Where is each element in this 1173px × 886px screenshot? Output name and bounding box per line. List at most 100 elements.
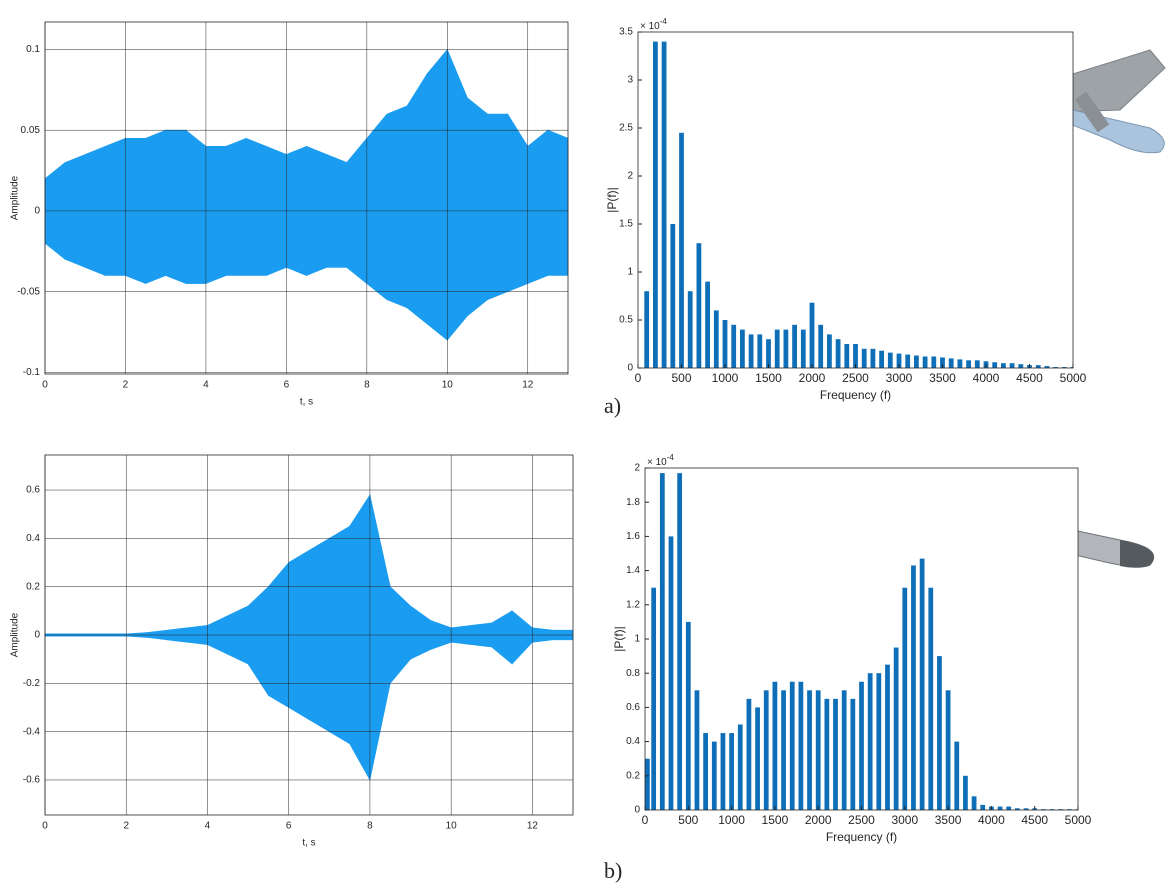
y-tick-label: -0.6 — [23, 775, 41, 786]
axes-box — [644, 467, 1079, 811]
y-tick-label: 0.6 — [626, 702, 640, 713]
y-axis-label: |P(f)| — [612, 626, 626, 652]
spectrum-bar — [705, 281, 710, 368]
y-tick-label: 3.5 — [619, 27, 633, 38]
spectrum-bar — [772, 681, 778, 810]
x-tick-label: 2 — [123, 821, 129, 832]
axes-box — [44, 21, 569, 375]
spectrum-bar — [713, 310, 719, 368]
x-tick-label: 500 — [678, 813, 698, 827]
spectrum-bar — [971, 796, 977, 810]
y-tick-label: 2 — [634, 463, 640, 474]
spectrum-bar — [809, 302, 815, 368]
spectrum-bar — [948, 358, 954, 368]
spectrum-bar — [853, 344, 858, 368]
spectrum-bar — [687, 291, 693, 368]
y-scale-exponent: -4 — [667, 453, 675, 462]
data-layer — [644, 41, 1073, 368]
spectrum-bar — [1006, 806, 1012, 810]
spectrum-bar — [703, 733, 709, 810]
y-tick-label: 0.6 — [26, 485, 40, 496]
spectrum-bar — [731, 324, 737, 368]
x-tick-label: 6 — [286, 821, 292, 832]
waveform-segment — [547, 129, 569, 276]
y-tick-label: 1.5 — [619, 219, 633, 230]
spectrum-bar — [893, 647, 899, 810]
spectrum-bar — [659, 473, 665, 810]
spectrum-bar — [957, 359, 963, 368]
spectrum-bar — [722, 320, 728, 368]
spectrum-bar — [757, 334, 763, 368]
y-scale-base: × 10 — [647, 457, 667, 468]
spectrum-bar — [1035, 365, 1041, 368]
spectrum-bar — [850, 698, 856, 810]
spectrum-bar — [800, 329, 806, 368]
x-tick-label: 3500 — [935, 813, 962, 827]
panel-label: b) — [604, 858, 622, 883]
waveform-segment — [467, 97, 488, 317]
spectrum-bar — [870, 348, 876, 368]
spectrum-bar — [644, 291, 650, 368]
spectrum-bar — [963, 775, 968, 810]
waveform-segment — [447, 49, 468, 341]
y-tick-label: 0.8 — [626, 668, 640, 679]
spectrum-bar — [1009, 363, 1015, 368]
spectrum-bar — [885, 664, 890, 810]
spectrum-bar — [815, 690, 821, 810]
spectrum-bar — [859, 681, 864, 810]
spectrum-bar — [1014, 808, 1020, 810]
spectrum-bar — [798, 681, 804, 810]
y-tick-label: 2 — [627, 171, 633, 182]
x-tick-label: 1500 — [755, 371, 782, 385]
waveform-segment — [487, 113, 508, 301]
spectrum-bar — [1018, 364, 1024, 368]
y-tick-label: 0 — [634, 805, 640, 816]
panel-label: a) — [604, 393, 621, 418]
spectrum-bar — [827, 334, 832, 368]
x-tick-label: 8 — [364, 380, 370, 391]
spectrum-bar — [766, 339, 771, 368]
waveform-segment — [386, 105, 408, 309]
spectrum-bar — [737, 724, 743, 810]
x-tick-label: 4000 — [973, 371, 1000, 385]
x-tick-label: 5000 — [1060, 371, 1087, 385]
x-axis-label: Frequency (f) — [820, 388, 891, 402]
axes-box — [44, 454, 574, 816]
y-tick-label: -0.4 — [23, 726, 41, 737]
spectrum-bar — [651, 587, 657, 810]
spectrum-bar — [945, 690, 951, 810]
spectrum-bar — [792, 324, 797, 368]
y-tick-label: 1.2 — [626, 599, 640, 610]
y-axis-label: Amplitude — [10, 175, 21, 220]
x-tick-label: 10 — [442, 380, 454, 391]
plot-area — [638, 32, 1073, 368]
spectrum-bar — [755, 707, 760, 810]
x-tick-label: 2000 — [799, 371, 826, 385]
spectrum-bar — [1044, 366, 1050, 368]
x-tick-label: 2 — [123, 380, 129, 391]
x-tick-label: 6 — [284, 380, 290, 391]
x-tick-label: 12 — [522, 380, 534, 391]
spectrum-bar — [902, 587, 908, 810]
spectrum-bar — [914, 355, 919, 368]
spectrum-bar — [1049, 809, 1055, 810]
spectrum-bar — [670, 224, 676, 368]
spectrum-bar — [774, 329, 780, 368]
spectrum-bar — [746, 698, 752, 810]
chart: -0.1 -0.05 0 0.05 0.1 0 2 4 6 8 10 12 t, s Amplitude — [10, 21, 569, 408]
spectrum-bar — [711, 741, 717, 810]
x-tick-label: 0 — [635, 371, 642, 385]
spectrum-bar — [645, 758, 650, 810]
x-tick-label: 0 — [42, 821, 48, 832]
spectrum-bar — [679, 132, 684, 368]
waveform-segment — [349, 493, 371, 782]
x-axis-label: t, s — [302, 838, 315, 849]
spectrum-bar — [835, 339, 841, 368]
y-scale-base: × 10 — [640, 21, 660, 32]
spectrum-bar — [740, 329, 745, 368]
spectrum-bar — [1075, 809, 1078, 810]
spectrum-bar — [940, 357, 945, 368]
waveform-segment — [165, 129, 187, 285]
x-tick-label: 4 — [203, 380, 209, 391]
